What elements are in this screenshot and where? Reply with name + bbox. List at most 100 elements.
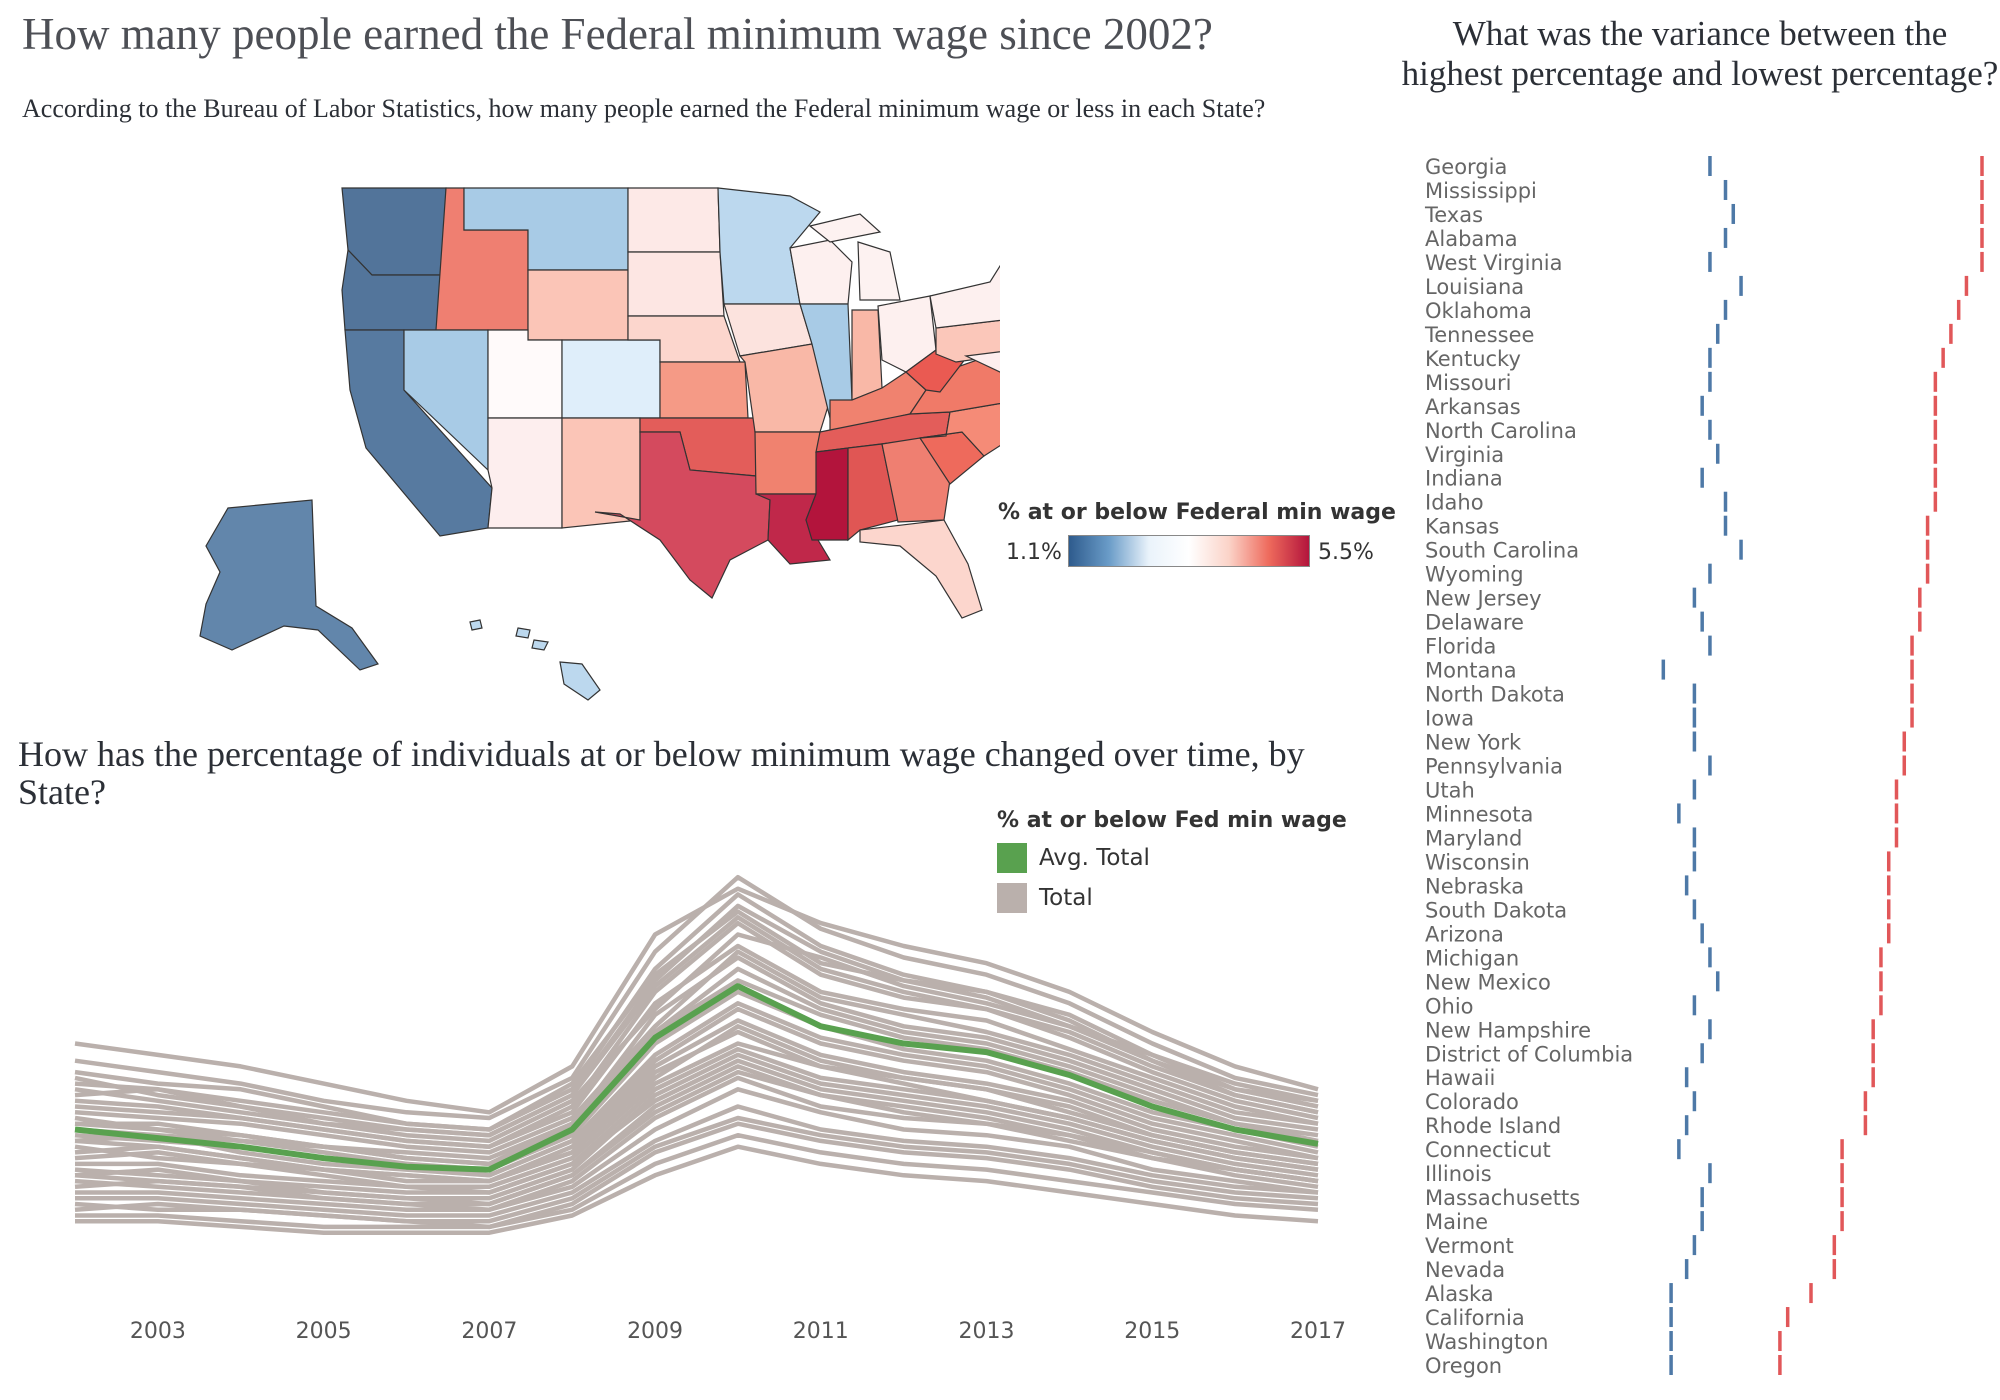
legend-color-ramp xyxy=(1068,535,1310,567)
legend-item-avg-total[interactable]: Avg. Total xyxy=(997,843,1347,873)
range-state-label: Indiana xyxy=(1425,467,1503,491)
range-state-label: Maine xyxy=(1425,1210,1488,1234)
range-state-label: Illinois xyxy=(1425,1162,1492,1186)
range-state-label: Texas xyxy=(1424,203,1483,227)
us-choropleth-map[interactable] xyxy=(0,150,1000,720)
state-series-line-21[interactable] xyxy=(74,1115,1319,1224)
legend-max-label: 5.5% xyxy=(1318,540,1374,565)
range-state-label: Nebraska xyxy=(1425,874,1524,898)
range-state-label: Vermont xyxy=(1425,1234,1514,1258)
range-state-label: Oklahoma xyxy=(1425,299,1532,323)
legend-label-avg: Avg. Total xyxy=(1039,845,1150,871)
x-tick-label: 2009 xyxy=(627,1319,683,1344)
state-series-line-31[interactable] xyxy=(74,1064,1319,1207)
line-chart-legend: % at or below Fed min wage Avg. Total To… xyxy=(997,808,1347,913)
x-tick-label: 2003 xyxy=(130,1319,186,1344)
state-hawaii[interactable] xyxy=(559,661,601,701)
state-series-line-23[interactable] xyxy=(75,1046,1319,1195)
range-state-label: Utah xyxy=(1425,778,1475,802)
legend-item-total[interactable]: Total xyxy=(997,883,1347,913)
line-legend-title: % at or below Fed min wage xyxy=(997,808,1347,833)
range-state-label: Tennessee xyxy=(1424,323,1534,347)
line-chart-title: How has the percentage of individuals at… xyxy=(18,734,1305,812)
range-state-label: Georgia xyxy=(1425,155,1507,179)
state-new-york[interactable] xyxy=(929,240,1000,329)
state-series-line-7[interactable] xyxy=(74,874,1319,1121)
state-series-line-27[interactable] xyxy=(75,1132,1319,1230)
range-state-label: Wyoming xyxy=(1425,563,1524,587)
state-michigan[interactable] xyxy=(857,241,901,301)
state-series-line-30[interactable] xyxy=(74,978,1319,1167)
state-florida[interactable] xyxy=(859,519,983,619)
range-state-label: New Hampshire xyxy=(1425,1018,1591,1042)
state-series-line-29[interactable] xyxy=(74,903,1319,1138)
range-state-label: Ohio xyxy=(1425,994,1474,1018)
range-state-label: New Jersey xyxy=(1425,587,1542,611)
state-series-line-16[interactable] xyxy=(74,1069,1319,1207)
state-wisconsin[interactable] xyxy=(789,239,853,305)
range-state-label: Idaho xyxy=(1425,491,1484,515)
state-series-line-17[interactable] xyxy=(74,949,1319,1155)
range-state-label: Oregon xyxy=(1425,1354,1502,1378)
range-state-label: West Virginia xyxy=(1425,251,1562,275)
state-series-line-20[interactable] xyxy=(74,989,1319,1172)
state-series-line-25[interactable] xyxy=(74,943,1319,1149)
state-series-line-26[interactable] xyxy=(74,1024,1319,1184)
state-alabama[interactable] xyxy=(847,443,899,542)
state-series-line-2[interactable] xyxy=(74,1052,1319,1201)
state-michigan-up[interactable] xyxy=(808,213,882,243)
x-tick-label: 2007 xyxy=(461,1319,517,1344)
state-series-line-15[interactable] xyxy=(74,1018,1319,1184)
state-series-line-6[interactable] xyxy=(75,1144,1319,1235)
state-series-line-4[interactable] xyxy=(75,1104,1319,1218)
range-state-label: Kansas xyxy=(1425,515,1499,539)
x-tick-label: 2011 xyxy=(793,1319,849,1344)
range-state-label: Connecticut xyxy=(1425,1138,1551,1162)
state-series-line-11[interactable] xyxy=(74,932,1319,1144)
range-state-label: Florida xyxy=(1425,635,1496,659)
range-state-label: Wisconsin xyxy=(1425,850,1530,874)
state-virginia[interactable] xyxy=(908,351,1000,415)
x-tick-label: 2013 xyxy=(959,1319,1015,1344)
range-state-label: Arizona xyxy=(1425,922,1504,946)
state-alaska[interactable] xyxy=(199,499,379,671)
legend-swatch-avg xyxy=(997,843,1027,873)
range-state-label: Washington xyxy=(1425,1330,1548,1354)
x-tick-label: 2015 xyxy=(1124,1319,1180,1344)
range-chart-title: What was the variance between the highes… xyxy=(1401,14,1999,93)
state-series-line-28[interactable] xyxy=(74,1006,1319,1178)
state-series-line-18[interactable] xyxy=(74,1058,1319,1195)
state-hawaii-islands[interactable] xyxy=(469,619,549,651)
range-state-label: Minnesota xyxy=(1425,802,1533,826)
range-state-label: Alaska xyxy=(1425,1282,1494,1306)
state-series-line-22[interactable] xyxy=(74,915,1319,1138)
legend-min-label: 1.1% xyxy=(1006,540,1062,565)
range-marks xyxy=(1661,156,1984,1375)
range-state-label: New York xyxy=(1425,731,1522,755)
legend-label-total: Total xyxy=(1039,885,1093,911)
avg-total-line[interactable] xyxy=(74,983,1319,1173)
range-state-label: California xyxy=(1425,1306,1525,1330)
range-state-label: Massachusetts xyxy=(1425,1186,1580,1210)
state-series-line-19[interactable] xyxy=(74,886,1319,1115)
state-texas[interactable] xyxy=(594,431,771,599)
range-state-label: Pennsylvania xyxy=(1425,755,1563,779)
range-state-label: South Dakota xyxy=(1425,898,1567,922)
range-state-label: Delaware xyxy=(1425,611,1524,635)
range-state-label: Rhode Island xyxy=(1425,1114,1561,1138)
range-state-label: Colorado xyxy=(1425,1090,1519,1114)
state-series-line-10[interactable] xyxy=(74,1075,1319,1212)
range-state-label: North Carolina xyxy=(1425,419,1577,443)
map-legend: % at or below Federal min wage 1.1% 5.5% xyxy=(998,500,1396,569)
page-title: How many people earned the Federal minim… xyxy=(22,9,1213,59)
line-x-axis: 2003 2005 2007 2009 2011 2013 2015 2017 xyxy=(130,1319,1346,1344)
state-series-line-24[interactable] xyxy=(75,1087,1319,1212)
x-tick-label: 2005 xyxy=(296,1319,352,1344)
line-chart[interactable]: 2003 2005 2007 2009 2011 2013 2015 2017 xyxy=(0,0,1360,1400)
state-maryland[interactable] xyxy=(963,350,1000,373)
range-state-label: Nevada xyxy=(1425,1258,1505,1282)
x-tick-label: 2017 xyxy=(1290,1319,1346,1344)
state-north-carolina[interactable] xyxy=(919,398,1000,457)
